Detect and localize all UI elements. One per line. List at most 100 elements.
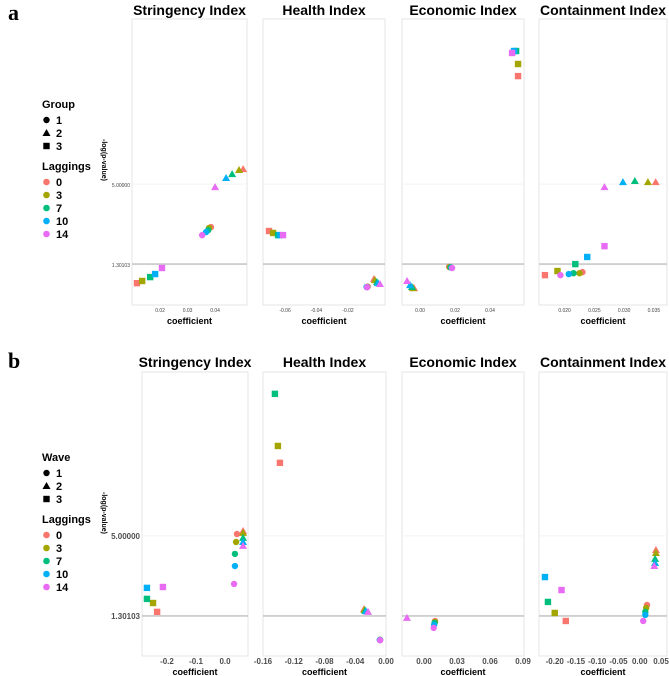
data-point-g2-lag10: [406, 281, 415, 289]
data-point-g3-lag7: [271, 390, 279, 398]
legend-color-dot-icon: [43, 544, 50, 552]
panel-health-index: Health Index -0.06 -0.04 -0.02 coefficient: [262, 2, 386, 326]
data-point-g3-lag3: [149, 599, 157, 607]
x-tick-label: 0.00: [415, 308, 425, 314]
legend-shape-circle-icon: [43, 469, 50, 477]
panel-health-index: Health Index -0.16 -0.12 -0.08 -0.04 0.00 coef…: [254, 354, 394, 676]
data-point-g3-lag7: [544, 598, 552, 606]
legend-shape-label: 3: [56, 494, 62, 506]
legend-shape-title: Wave: [42, 452, 70, 464]
legend-color-dot-icon: [43, 583, 50, 591]
x-tick-label: -0.04: [346, 657, 365, 666]
data-point-g1-lag14: [430, 624, 437, 632]
data-point-g3-lag14: [508, 49, 516, 57]
x-tick-label: 0.04: [210, 308, 220, 314]
y-tick-label: 1.30103: [112, 263, 130, 269]
x-axis-label: coefficient: [301, 316, 346, 326]
legend-shape-label: 3: [56, 141, 62, 153]
data-point-g3-lag3: [138, 277, 146, 285]
y-tick-label: 5.00000: [112, 183, 130, 189]
x-tick-label: -0.15: [567, 657, 586, 666]
data-point-g2-lag14: [375, 280, 384, 288]
data-point-g2-lag7: [651, 554, 660, 562]
data-point-g3-lag0: [562, 617, 569, 625]
legend-color-dot-icon: [43, 557, 50, 565]
x-tick-label: -0.05: [609, 657, 628, 666]
data-point-g3-lag3: [554, 267, 561, 275]
legend-color-label: 0: [56, 530, 62, 542]
data-point-g2-lag3: [643, 178, 652, 186]
data-point-g2-lag0: [651, 178, 660, 186]
x-tick-label: -0.10: [588, 657, 607, 666]
data-point-g1-lag14: [198, 231, 206, 239]
panel-frame: [262, 18, 386, 306]
legend-color-dot-icon: [43, 178, 50, 186]
x-axis-label: coefficient: [580, 316, 625, 326]
x-axis-label: coefficient: [440, 316, 485, 326]
x-axis-label: coefficient: [580, 667, 625, 676]
data-point-g1-lag10: [642, 611, 649, 619]
data-point-g1-lag14: [448, 264, 456, 272]
data-point-g3-lag3: [551, 609, 558, 617]
data-point-g3-lag0: [153, 608, 161, 616]
legend-shape-triangle-icon: [42, 129, 51, 136]
x-tick-label: 0.0: [219, 657, 231, 666]
panel-containment-index: Containment Index -0.20 -0.15 -0.10 -0.05 0.0…: [538, 354, 669, 676]
legend-color-label: 7: [56, 203, 62, 215]
data-point-g3-lag0: [276, 459, 284, 467]
x-tick-label: 0.02: [450, 308, 460, 314]
legend-shape-label: 2: [56, 481, 62, 493]
x-tick-label: 0.04: [485, 308, 495, 314]
legend-color-label: 3: [56, 190, 62, 202]
legend-shape-square-icon: [43, 495, 50, 503]
x-tick-label: 0.09: [515, 657, 531, 666]
data-point-g3-lag0: [133, 279, 141, 287]
data-point-g1-lag7: [231, 550, 239, 558]
legend-color-label: 14: [56, 229, 69, 241]
x-tick-label: -0.06: [279, 308, 291, 314]
legend-color-label: 10: [56, 569, 68, 581]
legend-shape-title: Group: [42, 99, 75, 111]
data-point-g2-lag14: [403, 276, 412, 284]
legend-color-dot-icon: [43, 230, 50, 238]
x-tick-label: 0.020: [558, 308, 571, 314]
data-point-g3-lag10: [584, 253, 591, 261]
data-point-g3-lag14: [601, 242, 608, 250]
data-point-g2-lag10: [222, 174, 231, 182]
x-tick-label: -0.1: [189, 657, 203, 666]
data-point-g1-lag14: [230, 580, 238, 588]
data-point-g1-lag14: [639, 617, 647, 625]
y-tick-label: 5.00000: [111, 532, 140, 541]
x-axis-label: coefficient: [172, 667, 217, 676]
data-point-g3-lag14: [158, 264, 166, 272]
x-tick-label: 0.035: [648, 308, 661, 314]
panel-title: Health Index: [282, 2, 365, 18]
legend-shape-label: 1: [56, 115, 62, 127]
data-point-g2-lag3: [651, 549, 660, 557]
data-point-g3-lag7: [146, 273, 154, 281]
y-axis-label: -log(p-value): [100, 139, 107, 181]
legend-shape-circle-icon: [43, 116, 50, 124]
data-point-g3-lag10: [151, 270, 159, 278]
legend-color-dot-icon: [43, 204, 50, 212]
x-tick-label: -0.04: [311, 308, 323, 314]
panel-stringency-index: Stringency Index 0.02 0.03 0.04 coefficient 1…: [100, 2, 248, 326]
legend-color-label: 7: [56, 556, 62, 568]
panel-title: Stringency Index: [139, 354, 252, 370]
x-tick-label: -0.16: [254, 657, 273, 666]
data-point-g2-lag10: [618, 178, 627, 186]
data-point-g2-lag14: [402, 613, 411, 621]
legend-shape-triangle-icon: [42, 482, 51, 489]
data-point-g1-lag14: [376, 637, 384, 644]
data-point-g3-lag10: [143, 584, 151, 592]
data-point-g3-lag0: [265, 227, 273, 235]
legend-shape-square-icon: [43, 142, 50, 150]
data-point-g1-lag10: [231, 562, 239, 570]
x-tick-label: 0.00: [632, 657, 648, 666]
x-tick-label: -0.08: [315, 657, 334, 666]
x-tick-label: 0.03: [183, 308, 193, 314]
legend-color-title: Laggings: [42, 514, 91, 526]
panel-title: Health Index: [283, 354, 366, 370]
